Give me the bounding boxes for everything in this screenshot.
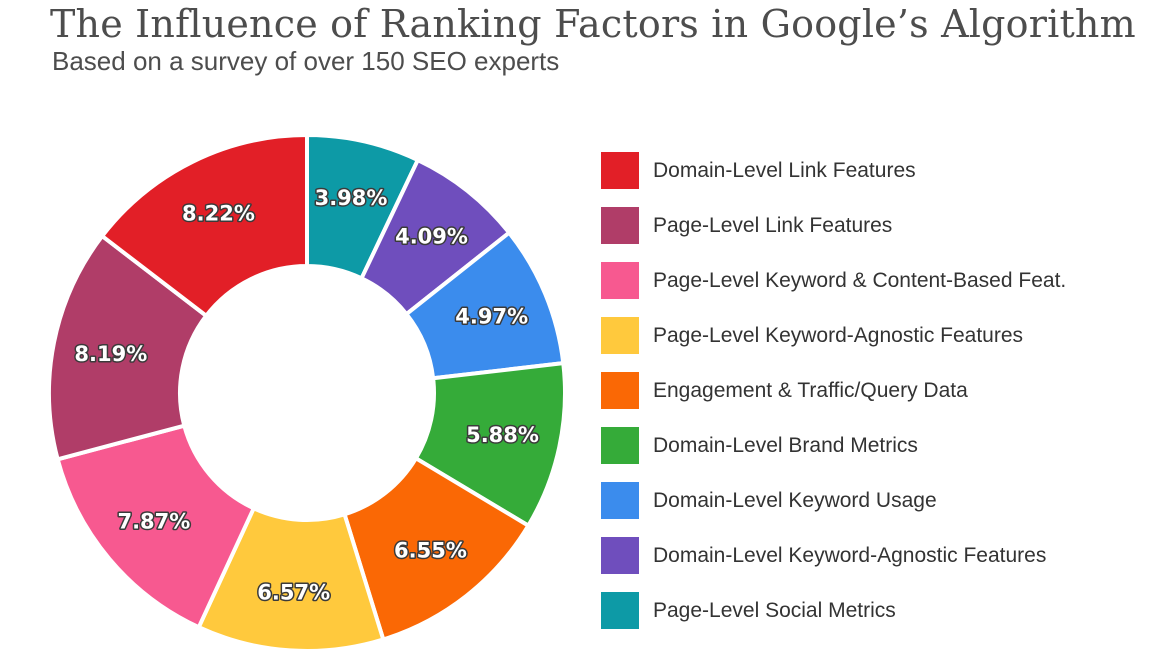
legend-swatch <box>601 317 639 354</box>
legend-label: Page-Level Keyword & Content-Based Feat. <box>653 268 1067 292</box>
legend-item-page-level-keyword-agnostic-features: Page-Level Keyword-Agnostic Features <box>601 317 1066 354</box>
legend-swatch <box>601 592 639 629</box>
legend-swatch <box>601 482 639 519</box>
data-label-page-level-keyword-and-content-based-feat: 7.87% <box>117 510 190 534</box>
data-label-page-level-keyword-agnostic-features: 6.57% <box>257 581 330 605</box>
legend-item-domain-level-keyword-usage: Domain-Level Keyword Usage <box>601 482 1066 519</box>
donut-data-labels: 3.98% 4.09% 4.97% 5.88% 6.55% 6.57% 7.87% 8.19%… <box>73 184 541 606</box>
legend-swatch <box>601 427 639 464</box>
legend-item-domain-level-brand-metrics: Domain-Level Brand Metrics <box>601 427 1066 464</box>
slice-page-level-keyword-agnostic-features <box>196 506 386 653</box>
slice-page-level-link-features <box>47 234 209 462</box>
legend-item-page-level-keyword-and-content-based-feat: Page-Level Keyword & Content-Based Feat. <box>601 262 1066 299</box>
legend-swatch <box>601 262 639 299</box>
legend-label: Page-Level Social Metrics <box>653 598 896 622</box>
legend-label: Page-Level Keyword-Agnostic Features <box>653 323 1024 347</box>
legend-swatch <box>601 152 639 189</box>
data-label-domain-level-link-features: 8.22% <box>182 202 255 226</box>
data-label-page-level-link-features: 8.19% <box>74 342 147 366</box>
legend-item-page-level-social-metrics: Page-Level Social Metrics <box>601 592 1066 629</box>
legend-swatch <box>601 372 639 409</box>
chart-subtitle: Based on a survey of over 150 SEO expert… <box>52 46 560 76</box>
legend-swatch <box>601 207 639 244</box>
legend-label: Domain-Level Link Features <box>653 158 916 182</box>
legend-item-page-level-link-features: Page-Level Link Features <box>601 207 1066 244</box>
legend-label: Domain-Level Keyword-Agnostic Features <box>653 543 1047 567</box>
slice-page-level-keyword-and-content-based-feat <box>55 423 256 630</box>
legend-item-domain-level-keyword-agnostic-features: Domain-Level Keyword-Agnostic Features <box>601 537 1066 574</box>
data-label-domain-level-brand-metrics: 5.88% <box>466 423 539 447</box>
legend-item-engagement-and-traffic-query-data: Engagement & Traffic/Query Data <box>601 372 1066 409</box>
slice-domain-level-link-features <box>100 133 309 318</box>
donut-chart: 3.98% 4.09% 4.97% 5.88% 6.55% 6.57% 7.87% 8.19%… <box>47 133 567 653</box>
legend-label: Engagement & Traffic/Query Data <box>653 378 968 402</box>
chart-legend: Domain-Level Link Features Page-Level Lin… <box>601 152 1066 647</box>
data-label-domain-level-keyword-usage: 4.97% <box>455 304 528 328</box>
legend-label: Domain-Level Keyword Usage <box>653 488 937 512</box>
data-label-domain-level-keyword-agnostic-features: 4.09% <box>395 225 468 249</box>
donut-slices <box>47 133 567 653</box>
chart-title: The Influence of Ranking Factors in Goog… <box>50 2 1136 46</box>
slice-engagement-and-traffic-query-data <box>342 456 531 642</box>
data-label-engagement-and-traffic-query-data: 6.55% <box>394 538 467 562</box>
legend-item-domain-level-link-features: Domain-Level Link Features <box>601 152 1066 189</box>
legend-label: Page-Level Link Features <box>653 213 893 237</box>
data-label-page-level-social-metrics: 3.98% <box>315 186 388 210</box>
legend-label: Domain-Level Brand Metrics <box>653 433 918 457</box>
legend-swatch <box>601 537 639 574</box>
